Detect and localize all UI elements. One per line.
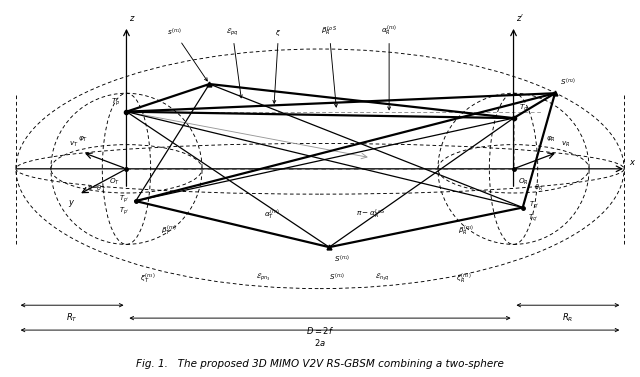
- Text: $\mathcal{E}_{pq}$: $\mathcal{E}_{pq}$: [227, 26, 242, 98]
- Text: $2a$: $2a$: [314, 337, 326, 348]
- Text: $T_{q'}$: $T_{q'}$: [528, 212, 538, 224]
- Text: $z'$: $z'$: [516, 12, 525, 23]
- Text: $s^{(n_1)}$: $s^{(n_1)}$: [167, 27, 207, 81]
- Text: $\xi_R^{(n_3)}$: $\xi_R^{(n_3)}$: [456, 272, 472, 286]
- Text: $O_R$: $O_R$: [518, 177, 529, 187]
- Text: $x$: $x$: [628, 158, 636, 167]
- Text: $T_{q'}$: $T_{q'}$: [529, 200, 540, 211]
- Text: $R_R$: $R_R$: [562, 312, 573, 324]
- Text: $z$: $z$: [129, 14, 136, 23]
- Text: $T_q$: $T_q$: [519, 103, 529, 115]
- Text: $S^{(n_1)}$: $S^{(n_1)}$: [334, 254, 350, 265]
- Text: $R_T$: $R_T$: [66, 312, 78, 324]
- Text: $D=2f$: $D=2f$: [306, 325, 334, 336]
- Text: $y$: $y$: [68, 198, 75, 209]
- Text: $\theta_R$: $\theta_R$: [534, 182, 543, 193]
- Text: $\xi_T^{(n_3)}$: $\xi_T^{(n_3)}$: [140, 272, 156, 286]
- Text: $\beta_R^{LoS}$: $\beta_R^{LoS}$: [321, 25, 337, 107]
- Text: $S^{(n_1)}$: $S^{(n_1)}$: [328, 272, 345, 284]
- Text: $\mathcal{E}_{pn_3}$: $\mathcal{E}_{pn_3}$: [255, 272, 270, 284]
- Text: $\pi-\alpha_R^{LoS}$: $\pi-\alpha_R^{LoS}$: [356, 207, 385, 221]
- Text: Fig. 1.   The proposed 3D MIMO V2V RS-GBSM combining a two-sphere: Fig. 1. The proposed 3D MIMO V2V RS-GBSM…: [136, 359, 504, 369]
- Text: $\alpha_T^{(n_3)}$: $\alpha_T^{(n_3)}$: [264, 207, 280, 222]
- Text: $T_{p'}$: $T_{p'}$: [119, 206, 129, 217]
- Text: $\xi$: $\xi$: [273, 28, 282, 103]
- Text: $S^{(n_2)}$: $S^{(n_2)}$: [559, 77, 576, 88]
- Text: $\pi\!-\!\theta_T$: $\pi\!-\!\theta_T$: [88, 184, 106, 194]
- Text: $\beta_T^{(n_3)}$: $\beta_T^{(n_3)}$: [161, 224, 178, 238]
- Text: $\alpha_R^{(n_3)}$: $\alpha_R^{(n_3)}$: [381, 24, 397, 110]
- Text: $\beta_R^{(n_3)}$: $\beta_R^{(n_3)}$: [458, 224, 474, 238]
- Text: $v_R$: $v_R$: [561, 140, 571, 149]
- Text: $\varphi_R$: $\varphi_R$: [546, 135, 556, 144]
- Text: $\mathcal{E}_{n_3 q}$: $\mathcal{E}_{n_3 q}$: [375, 272, 390, 284]
- Text: $T_{p'}$: $T_{p'}$: [119, 193, 129, 205]
- Text: $v_T$: $v_T$: [69, 140, 79, 149]
- Text: $\varphi_T$: $\varphi_T$: [77, 135, 88, 144]
- Text: $O_T$: $O_T$: [109, 177, 120, 187]
- Text: $T_p$: $T_p$: [111, 97, 120, 108]
